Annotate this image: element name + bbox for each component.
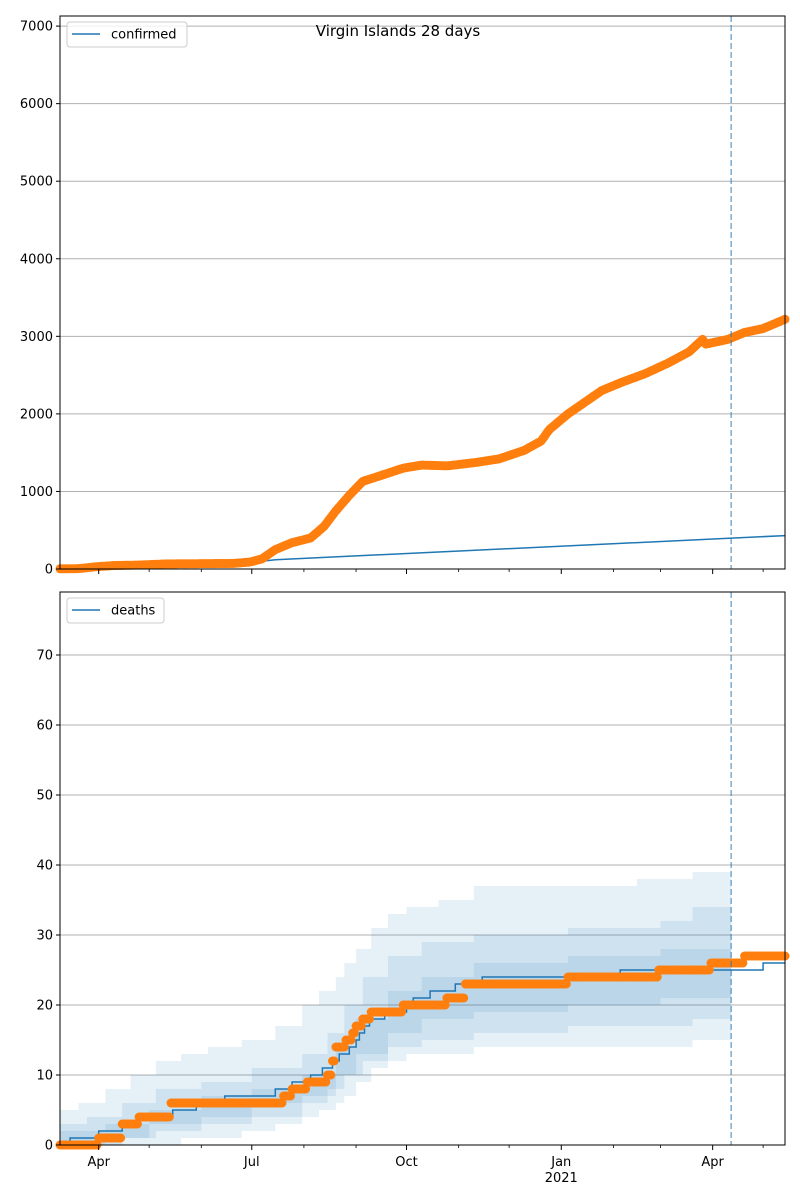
- confirmed-x-axis: [98, 569, 764, 574]
- x-tick-label: Apr: [87, 1155, 110, 1170]
- x-tick-label: Oct: [395, 1155, 417, 1170]
- deaths-y-tick-label: 60: [36, 719, 53, 734]
- deaths-observed-point: [286, 1091, 295, 1101]
- confirmed-data: [55, 314, 790, 574]
- deaths-observed-point: [339, 1042, 349, 1052]
- deaths-observed-point: [397, 1007, 406, 1017]
- confirmed-legend-box: [66, 21, 188, 48]
- deaths-observed-point: [652, 972, 662, 982]
- deaths-y-tick-label: 0: [45, 1139, 53, 1154]
- deaths-y-tick-label: 50: [36, 789, 53, 804]
- chart-title: Virgin Islands 28 days: [316, 22, 481, 40]
- deaths-observed-point: [277, 1098, 287, 1108]
- deaths-y-tick-label: 10: [36, 1069, 53, 1084]
- deaths-observed-point: [704, 965, 714, 975]
- x-tick-year-label: 2021: [545, 1171, 578, 1186]
- deaths-observed-point: [346, 1035, 356, 1045]
- confirmed-legend-label: confirmed: [111, 28, 177, 43]
- confirmed-y-tick-label: 0: [45, 563, 53, 578]
- deaths-observed-point: [738, 958, 748, 968]
- deaths-observed-point: [301, 1084, 311, 1094]
- deaths-observed-point: [459, 993, 469, 1003]
- deaths-legend-box: [66, 597, 165, 624]
- x-tick-label: Jan: [550, 1155, 571, 1170]
- deaths-observed-point: [321, 1077, 331, 1087]
- deaths-observed-point: [326, 1070, 336, 1080]
- confirmed-y-tick-label: 3000: [20, 330, 53, 345]
- deaths-legend: deaths: [66, 597, 165, 624]
- deaths-legend-label: deaths: [111, 604, 156, 619]
- deaths-observed-point: [329, 1056, 339, 1066]
- x-tick-label: Apr: [701, 1155, 724, 1170]
- deaths-y-tick-label: 30: [36, 929, 53, 944]
- deaths-observed-point: [356, 1021, 366, 1031]
- deaths-y-axis: 0 10 20 30 40 50 60 70: [36, 649, 60, 1154]
- confirmed-y-tick-label: 5000: [20, 175, 53, 190]
- confirmed-legend: confirmed: [66, 21, 188, 48]
- uncertainty-band: [60, 907, 732, 1145]
- deaths-observed-point: [561, 979, 571, 989]
- x-tick-label: Jul: [243, 1155, 260, 1170]
- deaths-data: [55, 951, 790, 1150]
- deaths-observed-point: [164, 1112, 174, 1122]
- confirmed-y-tick-label: 1000: [20, 485, 53, 500]
- confirmed-y-tick-label: 6000: [20, 97, 53, 112]
- confirmed-y-tick-label: 2000: [20, 407, 53, 422]
- confirmed-y-tick-label: 7000: [20, 20, 53, 35]
- deaths-axes-frame: [59, 591, 786, 1146]
- deaths-observed-point: [365, 1014, 374, 1024]
- deaths-y-tick-label: 20: [36, 999, 53, 1014]
- deaths-observed-point: [116, 1133, 126, 1143]
- deaths-y-tick-label: 40: [36, 859, 53, 874]
- confirmed-y-tick-label: 4000: [20, 252, 53, 267]
- deaths-observed-point: [349, 1028, 359, 1038]
- deaths-y-tick-label: 70: [36, 649, 53, 664]
- confirmed-y-axis: 0 1000 2000 3000 4000 5000 6000 7000: [20, 20, 60, 578]
- confirmed-axes-frame: [59, 15, 786, 570]
- deaths-observed-point: [440, 1000, 450, 1010]
- deaths-observed-point: [132, 1119, 142, 1129]
